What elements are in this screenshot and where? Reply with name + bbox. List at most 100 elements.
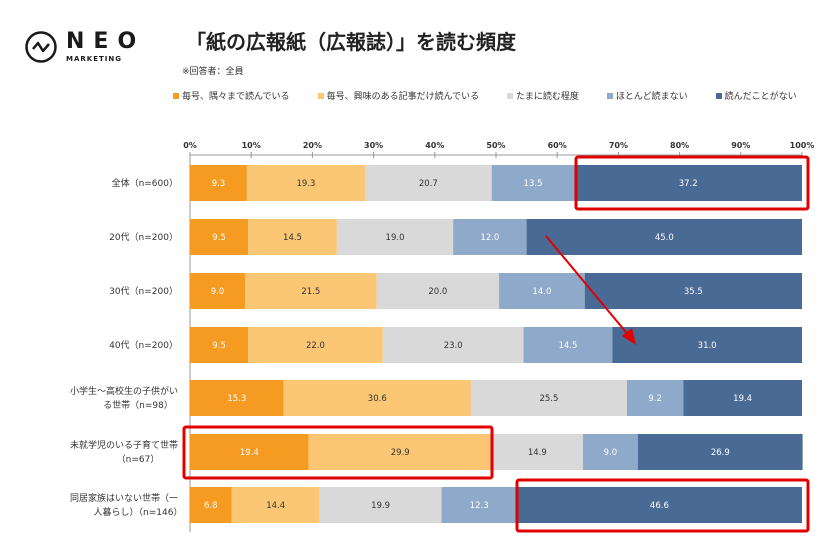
bar-segment xyxy=(516,487,802,523)
data-label: 14.0 xyxy=(532,287,551,297)
legend-swatch xyxy=(173,92,179,99)
bar-segment xyxy=(491,165,575,201)
data-label: 19.4 xyxy=(240,448,259,458)
data-label: 9.2 xyxy=(648,394,662,404)
x-tick-label: 30% xyxy=(364,141,383,150)
category-label: 小学生～高校生の子供がいる世帯（n=98） xyxy=(70,385,178,411)
x-tick-label: 0% xyxy=(183,141,197,150)
bar-segment xyxy=(683,380,802,416)
bar-segment xyxy=(382,327,524,363)
legend-label: 読んだことがない xyxy=(724,92,797,102)
legend-item: ほとんど読まない xyxy=(606,89,688,102)
data-label: 14.9 xyxy=(528,448,547,458)
data-label: 19.4 xyxy=(733,394,752,404)
bar-segment xyxy=(190,434,309,470)
neo-marketing-logo: NEO MARKETING xyxy=(24,30,145,64)
bar-segment xyxy=(365,165,492,201)
bar-segment xyxy=(248,219,337,255)
bar-segment xyxy=(190,487,232,523)
data-label: 6.8 xyxy=(204,501,218,511)
x-tick-label: 70% xyxy=(609,141,628,150)
bar-segment xyxy=(584,273,802,309)
data-label: 46.6 xyxy=(650,501,669,511)
chart-title: 「紙の広報紙（広報誌）」を読む頻度 xyxy=(186,30,516,54)
x-tick-label: 10% xyxy=(242,141,261,150)
bar-segment xyxy=(499,273,585,309)
respondent-note: ※回答者：全員 xyxy=(182,67,244,77)
data-label: 35.5 xyxy=(684,287,703,297)
data-label: 19.9 xyxy=(371,501,390,511)
bar-segment xyxy=(245,273,377,309)
logo-sub-text: MARKETING xyxy=(66,55,122,63)
data-label: 20.7 xyxy=(419,179,438,189)
logo-main-text: NEO xyxy=(66,29,146,54)
data-label: 21.5 xyxy=(301,287,320,297)
category-label: 40代（n=200） xyxy=(109,340,178,351)
legend-item: 毎号、興味のある記事だけ読んでいる xyxy=(317,89,480,102)
category-label: 30代（n=200） xyxy=(109,286,178,297)
annotation-arrow-head xyxy=(622,328,636,345)
data-label: 14.4 xyxy=(266,501,285,511)
legend-label: 毎号、隅々まで読んでいる xyxy=(182,92,290,102)
x-tick-label: 40% xyxy=(425,141,444,150)
bar-segment xyxy=(453,219,527,255)
data-label: 14.5 xyxy=(283,233,302,243)
bar-segment xyxy=(637,434,803,470)
bar-segment xyxy=(246,165,366,201)
data-label: 9.5 xyxy=(212,233,226,243)
bar-segment xyxy=(319,487,442,523)
data-label: 26.9 xyxy=(711,448,730,458)
bar-segment xyxy=(308,434,492,470)
bar-segment xyxy=(376,273,500,309)
category-label: 全体（n=600） xyxy=(112,177,178,189)
x-tick-label: 50% xyxy=(486,141,505,150)
bar-segment xyxy=(190,219,249,255)
bar-segment xyxy=(336,219,454,255)
legend: 毎号、隅々まで読んでいる 毎号、興味のある記事だけ読んでいる たまに読む程度 ほとんど… xyxy=(173,89,825,102)
bar-segment xyxy=(612,327,802,363)
legend-label: たまに読む程度 xyxy=(516,92,579,102)
annotation-arrow-line xyxy=(545,235,631,338)
x-tick-label: 100% xyxy=(790,141,815,150)
data-label: 31.0 xyxy=(698,341,717,351)
data-label: 20.0 xyxy=(428,287,447,297)
legend-item: 毎号、隅々まで読んでいる xyxy=(173,89,290,102)
category-label: 同居家族はいない世帯（一人暮らし）（n=146） xyxy=(70,492,182,518)
legend-swatch xyxy=(606,92,613,99)
bar-segment xyxy=(248,327,383,363)
highlight-box xyxy=(182,425,494,480)
bar-segment xyxy=(283,380,471,416)
x-tick-label: 90% xyxy=(731,141,750,150)
bar-segment xyxy=(190,327,249,363)
data-label: 9.5 xyxy=(212,341,226,351)
bar-segment xyxy=(491,434,583,470)
data-label: 37.2 xyxy=(679,179,698,189)
bar-segment xyxy=(231,487,320,523)
data-label: 12.3 xyxy=(470,501,489,511)
legend-label: 毎号、興味のある記事だけ読んでいる xyxy=(326,92,480,102)
data-label: 25.5 xyxy=(539,394,558,404)
category-label: 20代（n=200） xyxy=(109,232,178,243)
data-label: 22.0 xyxy=(306,341,325,351)
data-label: 19.0 xyxy=(386,233,405,243)
data-label: 23.0 xyxy=(444,341,463,351)
legend-swatch xyxy=(507,92,514,99)
data-label: 13.5 xyxy=(524,179,543,189)
data-label: 9.0 xyxy=(604,448,618,458)
logo-wave-icon xyxy=(25,31,57,63)
data-label: 29.9 xyxy=(391,448,410,458)
bar-segment xyxy=(526,219,802,255)
bar-segment xyxy=(574,165,802,201)
highlight-box xyxy=(515,478,810,533)
bar-segment xyxy=(626,380,684,416)
data-label: 9.3 xyxy=(212,179,226,189)
bar-segment xyxy=(190,165,247,201)
legend-swatch xyxy=(715,92,722,99)
data-label: 45.0 xyxy=(655,233,674,243)
legend-item: 読んだことがない xyxy=(715,89,797,102)
bar-segment xyxy=(582,434,638,470)
category-label: 未就学児のいる子育て世帯（n=67） xyxy=(70,439,178,465)
bar-segment xyxy=(523,327,613,363)
